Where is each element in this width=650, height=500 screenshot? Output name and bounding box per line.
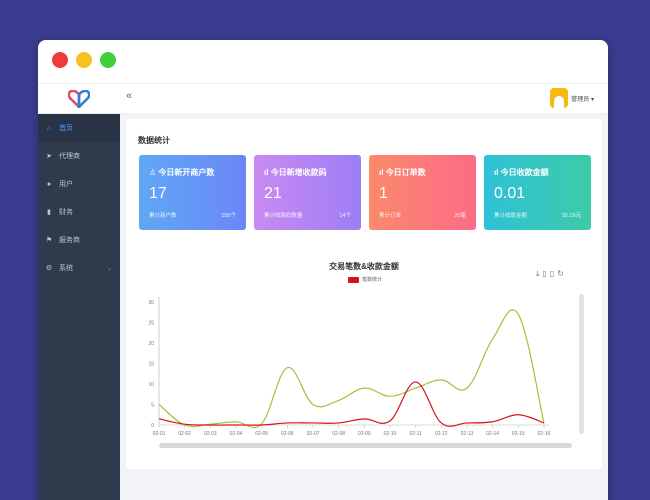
card-value: 1 bbox=[379, 185, 388, 202]
sidebar: ⌂ 首页 ➤ 代理商 ● 用户 ▮ 财务 ⚑ 服务商 ⚙ 系统 ⌄ bbox=[38, 84, 120, 500]
horizontal-scrollbar[interactable] bbox=[159, 443, 572, 448]
card-title: ıl 今日收款金额 bbox=[494, 168, 549, 177]
window-titlebar bbox=[38, 40, 608, 84]
user-icon: ♙ bbox=[149, 168, 157, 177]
card-footer-total: 14个 bbox=[339, 213, 351, 219]
stat-card-new-merchants: ♙ 今日新开商户数 17 累计商户数 150个 bbox=[139, 155, 246, 230]
chart-legend[interactable]: 笔数统计 bbox=[348, 276, 382, 283]
chart-title: 交易笔数&收款金额 bbox=[329, 262, 399, 271]
y-tick-label: 30 bbox=[148, 300, 154, 306]
maximize-window-button[interactable] bbox=[100, 52, 116, 68]
x-tick-label: 02-07 bbox=[307, 431, 320, 437]
card-value: 17 bbox=[149, 185, 167, 202]
card-value: 21 bbox=[264, 185, 282, 202]
main-content: 数据统计 ♙ 今日新开商户数 17 累计商户数 150个 ıl 今日新增收款码 … bbox=[120, 114, 608, 500]
x-tick-label: 02-09 bbox=[358, 431, 371, 437]
download-icon[interactable]: ⤓ bbox=[535, 269, 543, 278]
sidebar-item-label: 服务商 bbox=[59, 237, 80, 244]
line-chart-icon[interactable]: ▯ bbox=[549, 269, 558, 278]
username: 管理员 bbox=[571, 97, 590, 103]
sidebar-item-label: 系统 bbox=[59, 265, 73, 272]
sidebar-item-label: 代理商 bbox=[59, 153, 80, 160]
bar-chart-icon: ▮ bbox=[47, 209, 51, 216]
topbar: « 管理员 ▾ bbox=[120, 84, 608, 114]
sidebar-item-home[interactable]: ⌂ 首页 bbox=[38, 114, 120, 142]
bar-chart-icon: ıl bbox=[494, 168, 499, 177]
card-title: ♙ 今日新开商户数 bbox=[149, 168, 215, 177]
bar-chart-icon: ıl bbox=[264, 168, 269, 177]
home-icon: ⌂ bbox=[46, 124, 52, 132]
x-tick-label: 02-11 bbox=[409, 431, 422, 437]
card-footer-label: 累计收款金额 bbox=[494, 213, 528, 219]
card-value: 0.01 bbox=[494, 185, 526, 202]
heart-logo-icon[interactable] bbox=[38, 84, 120, 114]
card-footer-label: 累计收款码数量 bbox=[264, 213, 303, 219]
y-tick-label: 20 bbox=[148, 341, 154, 347]
x-tick-label: 02-12 bbox=[435, 431, 448, 437]
x-tick-label: 02-04 bbox=[230, 431, 243, 437]
avatar[interactable] bbox=[550, 88, 568, 108]
minimize-window-button[interactable] bbox=[76, 52, 92, 68]
close-window-button[interactable] bbox=[52, 52, 68, 68]
x-tick-label: 02-14 bbox=[486, 431, 499, 437]
gear-icon: ⚙ bbox=[45, 265, 53, 272]
x-tick-label: 02-08 bbox=[332, 431, 345, 437]
card-footer-total: 150个 bbox=[221, 213, 236, 219]
sidebar-item-users[interactable]: ● 用户 bbox=[38, 170, 120, 198]
card-title: ıl 今日新增收款码 bbox=[264, 168, 327, 177]
x-tick-label: 02-05 bbox=[255, 431, 268, 437]
sidebar-item-label: 首页 bbox=[59, 125, 73, 132]
y-tick-label: 10 bbox=[148, 382, 154, 388]
x-tick-label: 02-13 bbox=[461, 431, 474, 437]
caret-down-icon: ▾ bbox=[590, 97, 594, 103]
series-line-0 bbox=[158, 309, 545, 429]
x-tick-label: 02-16 bbox=[538, 431, 551, 437]
series-line-1 bbox=[158, 381, 545, 427]
statistics-panel: 数据统计 ♙ 今日新开商户数 17 累计商户数 150个 ıl 今日新增收款码 … bbox=[126, 119, 602, 469]
sidebar-item-finance[interactable]: ▮ 财务 bbox=[38, 198, 120, 226]
chevron-down-icon: ⌄ bbox=[106, 265, 112, 272]
user-menu[interactable]: 管理员 ▾ bbox=[571, 94, 594, 103]
card-title: ıl 今日订单数 bbox=[379, 168, 426, 177]
legend-label: 笔数统计 bbox=[362, 277, 383, 283]
card-footer-total: 20笔 bbox=[454, 213, 466, 219]
x-tick-label: 02-01 bbox=[153, 431, 166, 437]
data-view-icon[interactable]: ▯ bbox=[542, 269, 550, 278]
sidebar-item-agents[interactable]: ➤ 代理商 bbox=[38, 142, 120, 170]
refresh-icon[interactable]: ↻ bbox=[557, 269, 567, 278]
sidebar-item-label: 财务 bbox=[59, 209, 73, 216]
chart-toolbox: ⤓▯▯↻ bbox=[536, 269, 567, 279]
y-tick-label: 15 bbox=[148, 362, 154, 368]
x-tick-label: 02-03 bbox=[204, 431, 217, 437]
y-tick-label: 5 bbox=[151, 403, 154, 409]
stat-card-orders: ıl 今日订单数 1 累计订单 20笔 bbox=[369, 155, 476, 230]
x-tick-label: 02-06 bbox=[281, 431, 294, 437]
page-title: 数据统计 bbox=[138, 136, 170, 145]
user-icon: ● bbox=[46, 180, 52, 188]
card-footer-label: 累计商户数 bbox=[149, 213, 177, 219]
card-footer-label: 累计订单 bbox=[379, 213, 402, 219]
x-tick-label: 02-15 bbox=[512, 431, 525, 437]
line-chart: 0 5 10 15 20 25 30 02-01 02-02 02-03 02-04 02-05 02-… bbox=[148, 297, 551, 437]
stat-card-new-qrcodes: ıl 今日新增收款码 21 累计收款码数量 14个 bbox=[254, 155, 361, 230]
y-tick-label: 25 bbox=[148, 321, 154, 327]
collapse-sidebar-button[interactable]: « bbox=[126, 90, 133, 102]
sidebar-item-system[interactable]: ⚙ 系统 ⌄ bbox=[38, 254, 120, 282]
card-footer-total: 32.15元 bbox=[561, 213, 581, 219]
bar-chart-icon: ıl bbox=[379, 168, 384, 177]
vertical-scrollbar[interactable] bbox=[579, 294, 584, 434]
sidebar-item-label: 用户 bbox=[59, 181, 73, 188]
y-tick-label: 0 bbox=[151, 423, 154, 429]
flag-icon: ⚑ bbox=[45, 237, 53, 244]
x-tick-label: 02-02 bbox=[178, 431, 191, 437]
x-tick-label: 02-10 bbox=[384, 431, 397, 437]
sidebar-item-providers[interactable]: ⚑ 服务商 bbox=[38, 226, 120, 254]
app-window: ⌂ 首页 ➤ 代理商 ● 用户 ▮ 财务 ⚑ 服务商 ⚙ 系统 ⌄ « 管理员 … bbox=[38, 40, 608, 500]
legend-swatch bbox=[348, 276, 359, 283]
send-icon: ➤ bbox=[46, 153, 52, 160]
stat-card-revenue: ıl 今日收款金额 0.01 累计收款金额 32.15元 bbox=[484, 155, 591, 230]
